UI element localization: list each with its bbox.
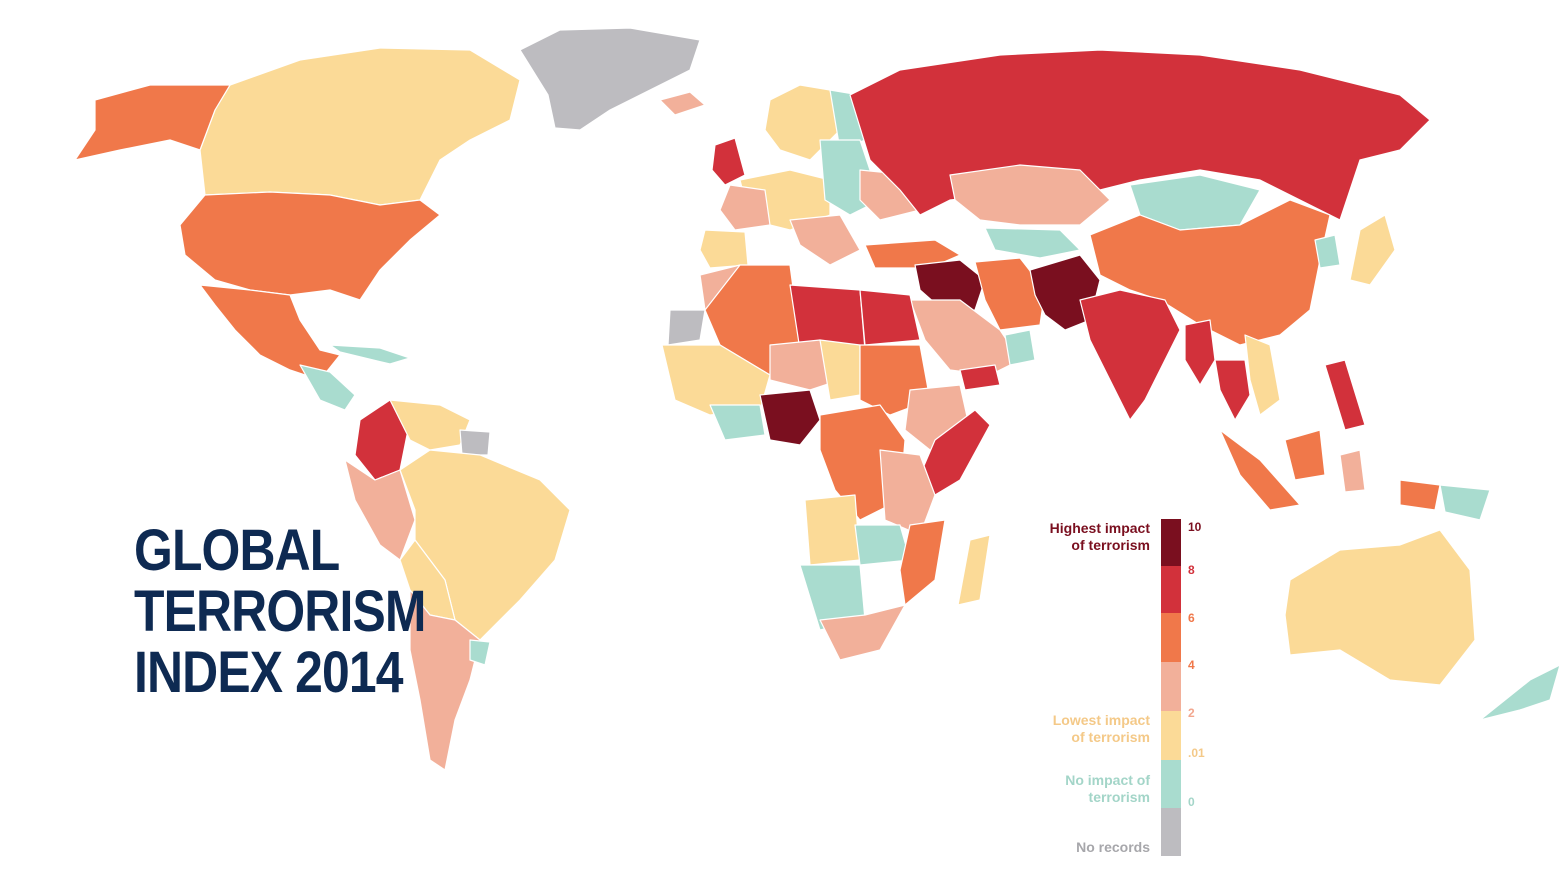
region-chad bbox=[819, 339, 861, 401]
region-uk bbox=[711, 137, 746, 186]
legend-low-label: Lowest impact of terrorism bbox=[990, 712, 1150, 746]
region-zambia bbox=[854, 524, 911, 566]
region-canada bbox=[199, 47, 521, 206]
legend-tick-6: 6 bbox=[1188, 611, 1195, 625]
region-indochina bbox=[1244, 334, 1281, 416]
region-syria-iraq bbox=[914, 259, 986, 313]
region-venezuela bbox=[389, 399, 471, 451]
region-borneo bbox=[1284, 429, 1326, 481]
legend-swatch-4-6 bbox=[1161, 613, 1181, 662]
legend-low-label-line-1: Lowest impact bbox=[1052, 712, 1150, 728]
map-title: GLOBAL TERRORISM INDEX 2014 bbox=[134, 520, 426, 703]
region-png bbox=[1439, 484, 1491, 521]
region-new-zealand bbox=[1479, 664, 1561, 721]
region-china bbox=[1089, 199, 1331, 346]
region-yemen bbox=[959, 364, 1001, 391]
legend-high-label-line-2: of terrorism bbox=[1071, 537, 1150, 553]
region-oman bbox=[1004, 329, 1036, 366]
region-iberia bbox=[699, 229, 749, 269]
region-peru bbox=[344, 459, 416, 561]
legend-none-label: No impact of terrorism bbox=[990, 772, 1150, 806]
region-japan bbox=[1349, 214, 1396, 286]
legend-swatch-001-2 bbox=[1161, 711, 1181, 760]
legend-high-label: Highest impact of terrorism bbox=[990, 520, 1150, 554]
region-nigeria bbox=[759, 389, 821, 446]
region-south-africa bbox=[819, 604, 906, 661]
region-indonesia bbox=[1219, 429, 1301, 511]
region-australia bbox=[1284, 529, 1476, 686]
legend-swatch-0 bbox=[1161, 760, 1181, 808]
region-usa bbox=[179, 191, 441, 301]
region-philippines bbox=[1324, 359, 1366, 431]
region-iran bbox=[974, 257, 1046, 331]
legend-swatch-6-8 bbox=[1161, 566, 1181, 613]
legend-tick-8: 8 bbox=[1188, 563, 1195, 577]
region-uruguay bbox=[469, 639, 491, 666]
legend-swatch-2-4 bbox=[1161, 662, 1181, 711]
region-east-indonesia bbox=[1399, 479, 1441, 511]
region-india bbox=[1079, 289, 1181, 421]
legend-swatch-no-records bbox=[1161, 808, 1181, 856]
region-greenland bbox=[519, 27, 701, 131]
title-line-3: INDEX 2014 bbox=[134, 640, 404, 705]
region-guyanas bbox=[459, 429, 491, 456]
region-madagascar bbox=[957, 534, 991, 606]
legend-tick-001: .01 bbox=[1188, 746, 1205, 760]
region-france bbox=[719, 184, 771, 231]
legend-tick-10: 10 bbox=[1188, 520, 1202, 534]
region-mozambique bbox=[899, 519, 946, 606]
region-angola bbox=[804, 494, 861, 566]
region-italy-balkans bbox=[789, 214, 861, 266]
region-libya bbox=[789, 284, 866, 351]
region-iceland bbox=[659, 91, 706, 116]
region-east-africa bbox=[879, 449, 936, 536]
region-caribbean bbox=[329, 344, 411, 365]
region-coast-africa bbox=[709, 404, 766, 441]
region-sulawesi bbox=[1339, 449, 1366, 493]
legend-none-label-line-2: terrorism bbox=[1088, 789, 1150, 805]
region-argentina bbox=[409, 589, 481, 771]
region-central-america bbox=[299, 364, 356, 411]
region-korea bbox=[1314, 234, 1341, 269]
legend-none-label-line-1: No impact of bbox=[1065, 772, 1150, 788]
region-central-asia bbox=[984, 227, 1081, 259]
region-egypt bbox=[859, 289, 921, 346]
legend-high-label-line-1: Highest impact bbox=[1049, 520, 1150, 536]
legend-tick-0: 0 bbox=[1188, 795, 1195, 809]
legend-tick-4: 4 bbox=[1188, 658, 1195, 672]
region-thailand bbox=[1214, 359, 1251, 421]
title-line-2: TERRORISM bbox=[134, 579, 426, 644]
legend-norecord-label: No records bbox=[1076, 839, 1150, 855]
title-line-1: GLOBAL bbox=[134, 518, 340, 583]
legend-low-label-line-2: of terrorism bbox=[1071, 729, 1150, 745]
legend-swatch-8-10 bbox=[1161, 519, 1181, 566]
region-arabia bbox=[909, 299, 1021, 376]
region-myanmar bbox=[1184, 319, 1216, 386]
region-west-sahara bbox=[667, 309, 706, 346]
region-alaska bbox=[74, 84, 231, 161]
legend-tick-2: 2 bbox=[1188, 706, 1195, 720]
region-mexico bbox=[199, 284, 341, 381]
region-kazakhstan bbox=[949, 164, 1111, 226]
